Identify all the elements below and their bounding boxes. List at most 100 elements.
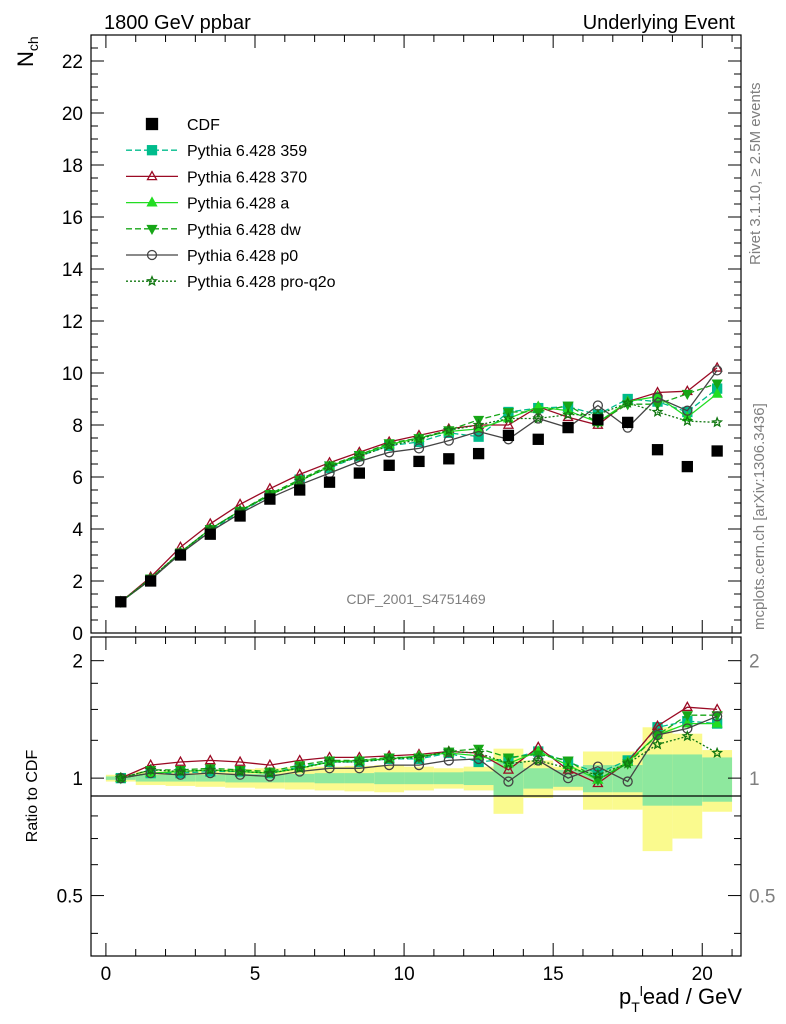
- ratio-series-pythia-6-428-pro-q2o: [114, 730, 724, 784]
- y-tick-label: 10: [62, 364, 83, 385]
- y-tick-label: 6: [72, 468, 83, 489]
- series-point: [473, 431, 484, 442]
- uncertainty-bands: [105, 727, 733, 852]
- ratio-point: [562, 762, 574, 774]
- stat-uncertainty-band: [523, 768, 554, 789]
- series-point: [711, 416, 724, 428]
- data-point: [234, 510, 246, 522]
- data-point: [711, 445, 723, 457]
- stat-uncertainty-band: [284, 773, 315, 783]
- rivet-version-label: Rivet 3.1.10, ≥ 2.5M events: [747, 83, 764, 266]
- ratio-point: [443, 755, 454, 766]
- legend-marker: [145, 117, 159, 131]
- x-tick-label: 15: [543, 964, 564, 985]
- ratio-y-tick-label-right: 2: [749, 652, 760, 673]
- ratio-point: [711, 746, 724, 758]
- series-point: [443, 435, 454, 446]
- ratio-point: [293, 762, 306, 774]
- x-axis-label: pTlead / GeV: [619, 983, 742, 1015]
- ratio-point: [175, 769, 186, 780]
- y-tick-label: 22: [62, 52, 83, 73]
- ratio-point: [294, 766, 305, 777]
- ratio-point: [234, 769, 246, 780]
- ratio-point: [234, 755, 246, 766]
- data-point: [413, 455, 425, 468]
- y-tick-label: 12: [62, 312, 83, 333]
- ratio-point: [681, 711, 693, 722]
- ratio-point: [681, 730, 694, 742]
- ratio-point: [205, 767, 216, 779]
- series-point: [651, 405, 664, 417]
- stat-uncertainty-band: [702, 757, 733, 802]
- legend-entry: Pythia 6.428 359: [126, 143, 307, 160]
- stat-uncertainty-band: [493, 761, 524, 796]
- series-point: [353, 449, 366, 462]
- series-point: [711, 387, 723, 398]
- data-point: [323, 476, 336, 488]
- mcplots-label: mcplots.cern.ch [arXiv:1306.3436]: [751, 403, 768, 630]
- series-point: [323, 460, 336, 472]
- series-line: [120, 382, 718, 603]
- data-point: [562, 421, 574, 434]
- ratio-axes: 0.5 0.51 12 20 5 10 15 20: [57, 637, 775, 985]
- legend-entry: Pythia 6.428 dw: [126, 222, 301, 239]
- ratio-y-tick-label: 0.5: [57, 887, 83, 908]
- stat-uncertainty-band: [404, 772, 434, 785]
- y-axis-label: Nch: [13, 36, 41, 67]
- x-tick-label: 10: [394, 964, 415, 985]
- series-point: [562, 408, 574, 420]
- legend-marker: [146, 145, 158, 156]
- main-series-layer: [114, 361, 724, 608]
- legend-label: CDF: [187, 117, 220, 134]
- header-right-title: Underlying Event: [583, 12, 736, 34]
- series-point: [562, 401, 574, 412]
- legend-label: Pythia 6.428 p0: [187, 248, 298, 265]
- ratio-point: [204, 763, 217, 775]
- series-point: [413, 443, 425, 454]
- data-point: [115, 596, 127, 608]
- ratio-panel: 0.5 0.51 12 20 5 10 15 20 Ratio to CDF: [24, 636, 775, 985]
- legend-marker: [146, 196, 158, 207]
- series-line: [120, 370, 718, 603]
- ratio-point: [621, 757, 634, 769]
- data-point: [651, 444, 664, 456]
- ratio-y-tick-label: 2: [72, 652, 83, 673]
- legend-entry: CDF: [145, 117, 220, 134]
- ratio-point: [413, 759, 425, 771]
- ratio-frame: [90, 636, 742, 957]
- stat-uncertainty-band: [314, 773, 345, 784]
- series-point: [711, 365, 723, 376]
- ratio-y-tick-label-right: 1: [749, 769, 760, 790]
- ratio-point: [591, 768, 604, 780]
- data-point: [532, 433, 544, 445]
- main-panel: CDF_2001_S4751469 0 2 4 6 8 10 12 14 16 18 20 22 Nc…: [13, 34, 742, 645]
- series-point: [442, 424, 455, 436]
- ratio-point: [562, 772, 574, 784]
- series-point: [681, 414, 694, 427]
- data-point: [443, 453, 455, 465]
- x-tick-label: 5: [250, 964, 261, 985]
- ratio-point: [472, 746, 485, 758]
- stat-uncertainty-band: [672, 754, 703, 806]
- legend-marker: [146, 224, 158, 235]
- stat-uncertainty-band: [344, 773, 375, 784]
- data-point: [174, 549, 187, 561]
- ratio-series-layer: [114, 700, 724, 788]
- data-point: [204, 528, 216, 540]
- ratio-point: [144, 763, 157, 775]
- data-point: [264, 493, 276, 505]
- y-tick-label: 0: [72, 624, 83, 645]
- ratio-point: [681, 700, 693, 712]
- data-point: [681, 460, 693, 473]
- stat-uncertainty-band: [374, 772, 405, 785]
- legend: CDF Pythia 6.428 359 Pythia 6.428 370 Pythi…: [126, 117, 336, 291]
- y-tick-label: 4: [72, 520, 83, 541]
- data-point: [294, 484, 306, 496]
- ratio-y-tick-label: 1: [72, 769, 83, 790]
- ratio-point: [413, 751, 425, 763]
- ratio-point: [503, 776, 514, 787]
- legend-entry: Pythia 6.428 370: [126, 169, 307, 186]
- data-point: [383, 459, 395, 471]
- series-point: [652, 392, 663, 403]
